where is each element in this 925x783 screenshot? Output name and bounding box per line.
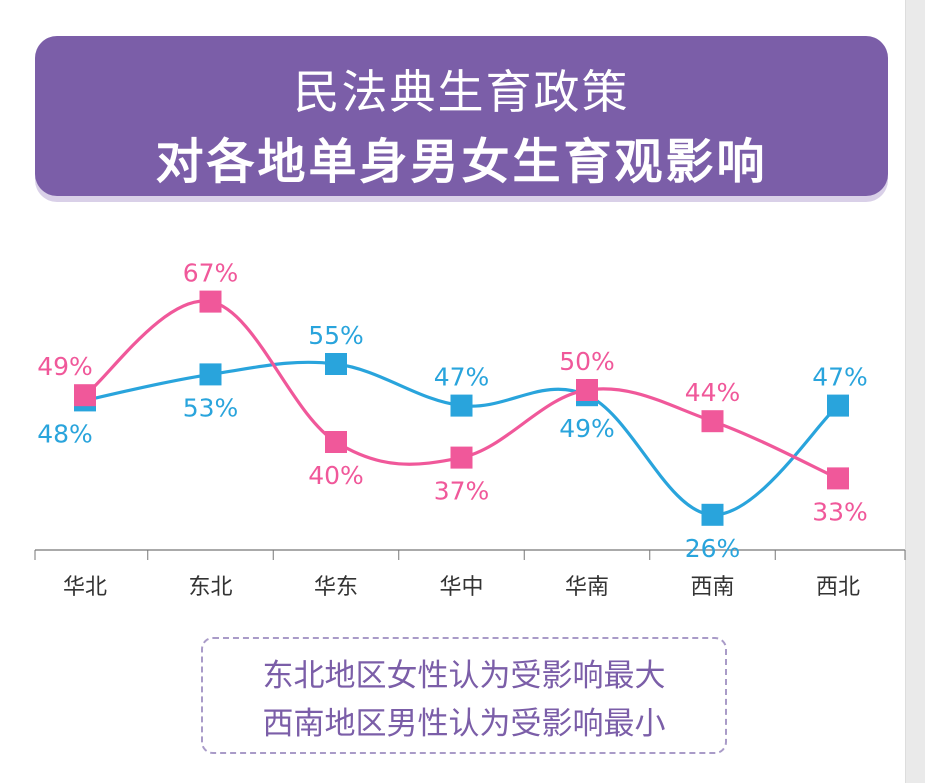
blue-marker bbox=[450, 394, 473, 417]
pink-data-label: 44% bbox=[685, 378, 741, 407]
summary-note-line-1: 东北地区女性认为受影响最大 bbox=[262, 658, 666, 694]
pink-marker bbox=[325, 431, 347, 453]
blue-data-label: 47% bbox=[434, 363, 490, 392]
pink-marker bbox=[74, 384, 96, 407]
blue-data-label: 26% bbox=[685, 534, 741, 563]
blue-marker bbox=[701, 503, 724, 526]
blue-marker bbox=[827, 394, 849, 417]
title-line-2: 对各地单身男女生育观影响 bbox=[155, 134, 768, 190]
pink-data-label: 50% bbox=[559, 347, 615, 376]
pink-marker bbox=[199, 290, 222, 313]
summary-note-line-2: 西南地区男性认为受影响最小 bbox=[262, 706, 666, 742]
pink-data-label: 40% bbox=[308, 461, 364, 490]
x-tick-label: 华中 bbox=[439, 575, 483, 600]
title-banner: 民法典生育政策 对各地单身男女生育观影响 bbox=[35, 36, 888, 196]
pink-data-label: 37% bbox=[434, 477, 490, 506]
x-tick-label: 西北 bbox=[816, 575, 860, 600]
x-tick-label: 西南 bbox=[690, 575, 734, 600]
blue-marker bbox=[199, 363, 222, 386]
x-tick-label: 华南 bbox=[565, 575, 609, 600]
x-tick-label: 华东 bbox=[314, 575, 358, 600]
blue-data-label: 53% bbox=[183, 393, 239, 422]
x-tick-label: 东北 bbox=[188, 575, 232, 600]
blue-data-label: 49% bbox=[559, 414, 615, 443]
pink-data-label: 49% bbox=[37, 352, 93, 381]
right-edge-strip bbox=[905, 0, 925, 783]
pink-data-label: 67% bbox=[183, 259, 239, 288]
summary-note: 东北地区女性认为受影响最大 西南地区男性认为受影响最小 bbox=[201, 637, 727, 754]
blue-marker bbox=[325, 353, 347, 375]
pink-marker bbox=[450, 446, 473, 469]
x-tick-label: 华北 bbox=[63, 575, 107, 600]
pink-data-label: 33% bbox=[812, 497, 868, 526]
pink-marker bbox=[701, 410, 724, 433]
pink-marker bbox=[576, 379, 598, 401]
pink-marker bbox=[827, 467, 849, 490]
blue-data-label: 55% bbox=[308, 321, 364, 350]
blue-data-label: 48% bbox=[37, 419, 93, 448]
blue-data-label: 47% bbox=[812, 363, 868, 392]
title-line-1: 民法典生育政策 bbox=[293, 65, 630, 119]
